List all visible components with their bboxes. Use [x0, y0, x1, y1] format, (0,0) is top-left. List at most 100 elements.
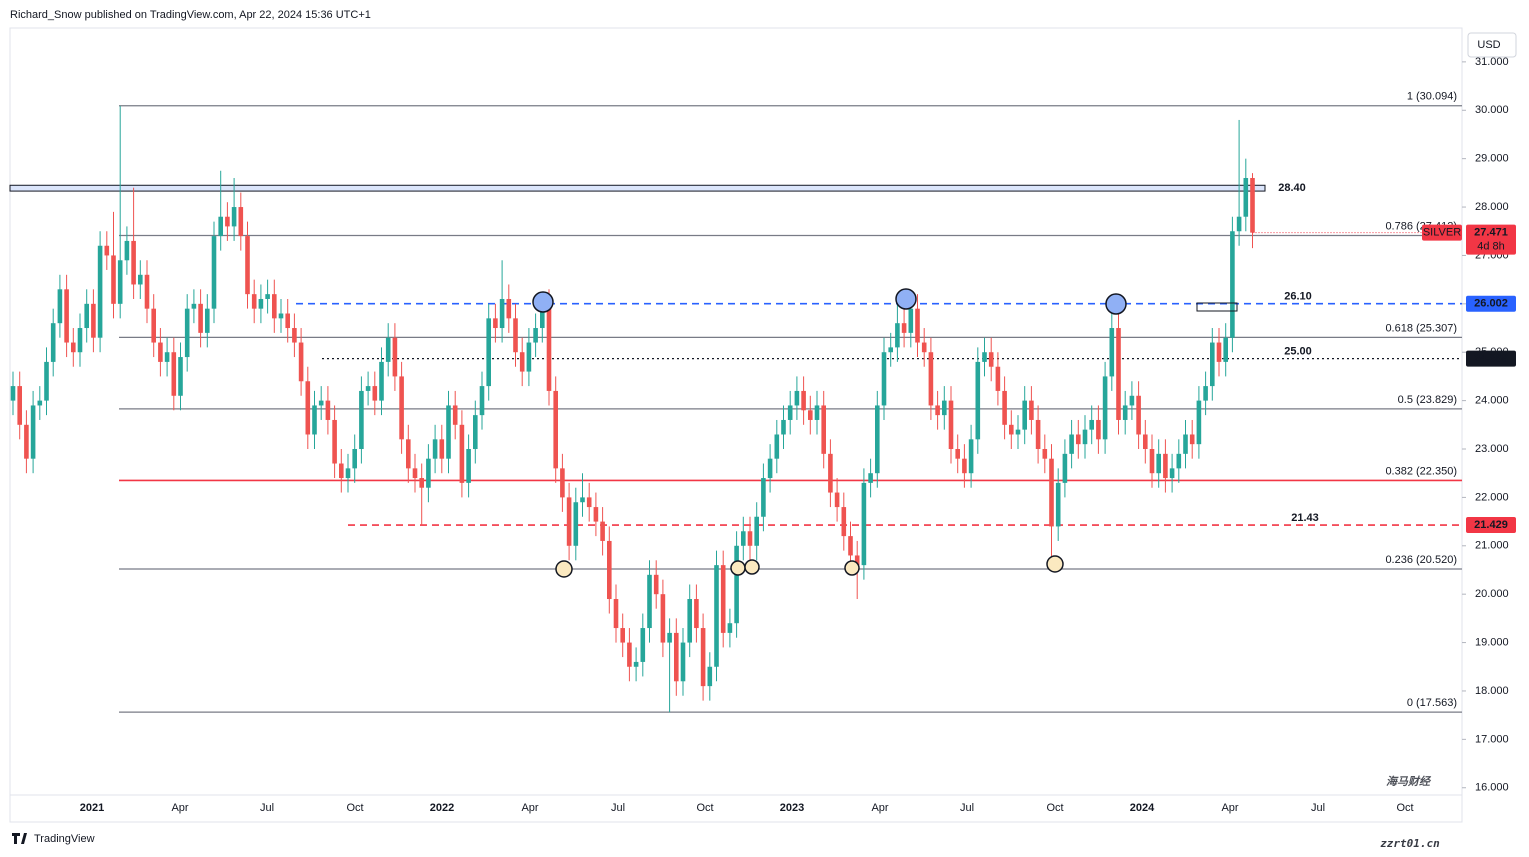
candle-body [479, 386, 485, 416]
candle-body [1022, 400, 1027, 430]
candle-body [138, 274, 143, 285]
level-caption: 21.43 [1291, 512, 1319, 524]
x-tick-label: Apr [521, 802, 538, 814]
candle-body [1163, 453, 1168, 479]
candle-body [238, 207, 244, 237]
x-tick-label: Oct [696, 802, 713, 814]
countdown-label: 4d 8h [1477, 241, 1505, 253]
candle-body [640, 628, 646, 662]
candle-body [633, 661, 639, 667]
candle-body [714, 565, 719, 667]
zone-caption: 28.40 [1278, 182, 1306, 194]
y-tick-label: 20.000 [1475, 588, 1509, 600]
price-tag-label: 26.002 [1474, 298, 1508, 310]
fib-label: 0.5 (23.829) [1398, 394, 1457, 406]
candle-body [164, 352, 170, 362]
candle-body [1089, 419, 1094, 430]
candle-body [620, 628, 625, 643]
candle-body [412, 468, 418, 479]
candle-body [560, 468, 565, 498]
candle-body [647, 574, 652, 629]
candle-body [774, 434, 780, 459]
candle-body [942, 400, 947, 416]
candle-body [117, 260, 123, 304]
y-tick-label: 19.000 [1475, 636, 1509, 648]
y-tick-label: 16.000 [1475, 782, 1509, 794]
last-price-tag [1466, 224, 1516, 255]
x-tick-label: Oct [1396, 802, 1413, 814]
candle-body [1250, 178, 1255, 233]
candle-body [1236, 216, 1242, 232]
currency-box[interactable] [1467, 32, 1517, 58]
header: Richard_Snow published on TradingView.co… [10, 9, 371, 21]
swing-low-marker [744, 559, 760, 575]
fib-label: 0.236 (20.520) [1385, 554, 1457, 566]
candle-body [272, 294, 277, 319]
y-tick-label: 22.000 [1475, 491, 1509, 503]
level-caption: 26.10 [1284, 291, 1312, 303]
candle-body [1109, 328, 1115, 377]
candle-body [828, 453, 833, 493]
y-tick-label: 18.000 [1475, 685, 1509, 697]
candle-body [24, 424, 29, 459]
candle-body [741, 531, 746, 546]
candle-body [519, 352, 525, 372]
watermark-url: zzrt01.cn [1380, 837, 1440, 850]
candle-body [1049, 458, 1054, 527]
candle-body [727, 623, 733, 633]
candle-body [888, 347, 893, 353]
swing-low-marker [555, 560, 573, 578]
swing-low-marker [844, 560, 860, 576]
candle-body [767, 458, 773, 479]
candle-body [787, 405, 793, 420]
y-tick-label: 29.000 [1475, 153, 1509, 165]
candle-body [312, 405, 317, 435]
candle-body [935, 405, 940, 416]
candle-body [901, 323, 907, 333]
candle-body [1156, 453, 1161, 474]
candle-body [1015, 429, 1021, 435]
candle-body [761, 478, 766, 517]
candle-body [1129, 395, 1135, 406]
brand[interactable]: TradingView [34, 833, 95, 845]
y-tick-label: 30.000 [1475, 104, 1509, 116]
candle-body [493, 318, 498, 329]
candle-body [921, 342, 927, 353]
x-tick-label: 2023 [780, 802, 804, 814]
candle-body [1035, 419, 1041, 450]
x-tick-label: Jul [1311, 802, 1325, 814]
candle-body [359, 390, 364, 450]
candle-body [955, 449, 960, 459]
candle-body [988, 352, 994, 367]
candle-body [158, 342, 163, 362]
x-tick-label: Oct [1046, 802, 1063, 814]
candle-body [1203, 386, 1208, 401]
candle-body [1230, 231, 1235, 338]
candle-body [191, 303, 197, 309]
candle-body [627, 642, 632, 667]
candle-body [84, 303, 89, 329]
y-tick-label: 31.000 [1475, 56, 1509, 68]
candle-body [466, 449, 471, 483]
fib-label: 1 (30.094) [1407, 91, 1457, 103]
price-tag-label: 21.429 [1474, 519, 1508, 531]
candle-body [700, 628, 706, 687]
candle-body [251, 294, 257, 309]
candle-body [814, 405, 820, 420]
candle-body [97, 245, 103, 338]
candle-body [473, 415, 478, 450]
candle-body [754, 516, 759, 546]
candle-body [674, 632, 679, 682]
candle-body [365, 386, 371, 391]
candle-body [30, 405, 36, 459]
candle-body [982, 352, 987, 362]
candle-body [77, 328, 83, 353]
price-tag [1466, 517, 1516, 534]
candle-body [211, 236, 217, 309]
candle-body [426, 458, 431, 488]
candle-body [546, 303, 552, 391]
price-tag [1466, 295, 1516, 312]
price-tag-label: 24.868 [1474, 353, 1508, 365]
fib-label: 0.382 (22.350) [1385, 465, 1457, 477]
